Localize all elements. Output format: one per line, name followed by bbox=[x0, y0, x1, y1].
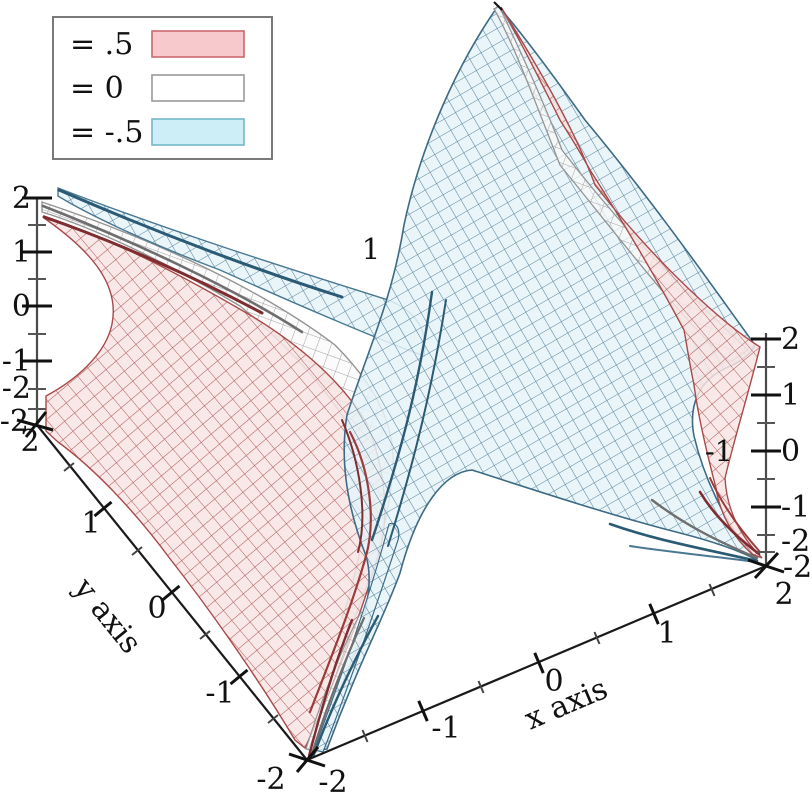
legend-swatch-positive bbox=[151, 30, 245, 58]
legend-entry-label: = 0 bbox=[70, 71, 124, 106]
axes bbox=[16, 1, 785, 773]
corner-marker-bottom bbox=[288, 746, 326, 773]
z-left-tick: -1 bbox=[2, 344, 31, 379]
z-axis-right-major-ticks bbox=[751, 337, 781, 509]
y-axis-minor-ticks bbox=[63, 462, 279, 724]
y-axis-labels: 2 1 0 -1 -2 bbox=[20, 424, 285, 797]
inner-tick-top: 1 bbox=[362, 232, 380, 266]
dense-neck-bundle bbox=[308, 290, 447, 714]
z-right-tick: -2 bbox=[783, 550, 812, 585]
legend-swatch-zero bbox=[151, 74, 245, 102]
z-axis-right-labels: 2 1 0 -1 -2 -2 bbox=[781, 322, 812, 585]
z-axis-right-minor-ticks bbox=[757, 366, 775, 553]
corner-marker-left bbox=[16, 411, 54, 438]
y-tick: -1 bbox=[205, 676, 234, 711]
legend-entry: = -.5 bbox=[70, 115, 245, 150]
x-axis-title: x axis bbox=[520, 671, 613, 737]
dense-needles-top-left bbox=[41, 188, 344, 334]
x-axis-line bbox=[306, 564, 767, 762]
legend: = .5 = 0 = -.5 bbox=[52, 16, 273, 160]
isosurface-positive-left-lobe bbox=[43, 215, 386, 750]
z-axis-left-major-ticks bbox=[22, 196, 52, 363]
z-right-tick: -1 bbox=[781, 490, 810, 525]
inner-tick-labels: 1 -1 bbox=[362, 232, 733, 468]
z-left-tick: 1 bbox=[12, 235, 31, 270]
y-axis-major-ticks bbox=[93, 500, 249, 686]
legend-swatch-negative bbox=[151, 118, 245, 146]
z-left-tick: 0 bbox=[12, 289, 31, 324]
corner-marker-top bbox=[493, 1, 503, 11]
z-axis-left-minor-ticks bbox=[28, 224, 46, 410]
x-axis-labels: -2 -1 0 1 2 bbox=[318, 577, 793, 800]
isosurface-negative-main-lobe bbox=[311, 4, 758, 752]
x-axis-minor-ticks bbox=[361, 583, 716, 743]
y-tick: 1 bbox=[81, 506, 100, 541]
z-right-tick: 1 bbox=[781, 378, 800, 413]
x-tick: -2 bbox=[318, 765, 347, 800]
legend-entry: = .5 bbox=[70, 27, 245, 62]
x-tick: 0 bbox=[544, 664, 563, 699]
y-axis-title: y axis bbox=[66, 571, 148, 661]
x-tick: -1 bbox=[431, 711, 460, 746]
y-tick: -2 bbox=[256, 762, 285, 797]
corner-marker-right bbox=[747, 551, 785, 580]
x-axis-major-ticks bbox=[417, 603, 660, 722]
x-tick: 1 bbox=[657, 616, 676, 651]
z-left-tick: -2 bbox=[0, 404, 29, 439]
legend-entry-label: = .5 bbox=[70, 27, 133, 62]
inner-tick-right: -1 bbox=[705, 434, 733, 468]
dense-needles-right-corner bbox=[608, 477, 761, 563]
z-right-tick: 2 bbox=[781, 322, 800, 357]
z-right-tick: 0 bbox=[781, 434, 800, 469]
z-left-tick: 2 bbox=[12, 181, 31, 216]
y-tick: 0 bbox=[147, 591, 166, 626]
x-tick: 2 bbox=[774, 577, 793, 612]
z-right-tick: -2 bbox=[781, 524, 810, 559]
legend-entry-label: = -.5 bbox=[70, 115, 143, 150]
z-left-tick: -2 bbox=[2, 371, 31, 406]
isosurface-positive-topright-band bbox=[500, 6, 763, 559]
dense-needles-bottom-corner bbox=[307, 614, 380, 759]
legend-entry: = 0 bbox=[70, 71, 245, 106]
z-axis-left-labels: 2 1 0 -1 -2 -2 bbox=[0, 181, 31, 439]
y-tick: 2 bbox=[20, 424, 39, 459]
